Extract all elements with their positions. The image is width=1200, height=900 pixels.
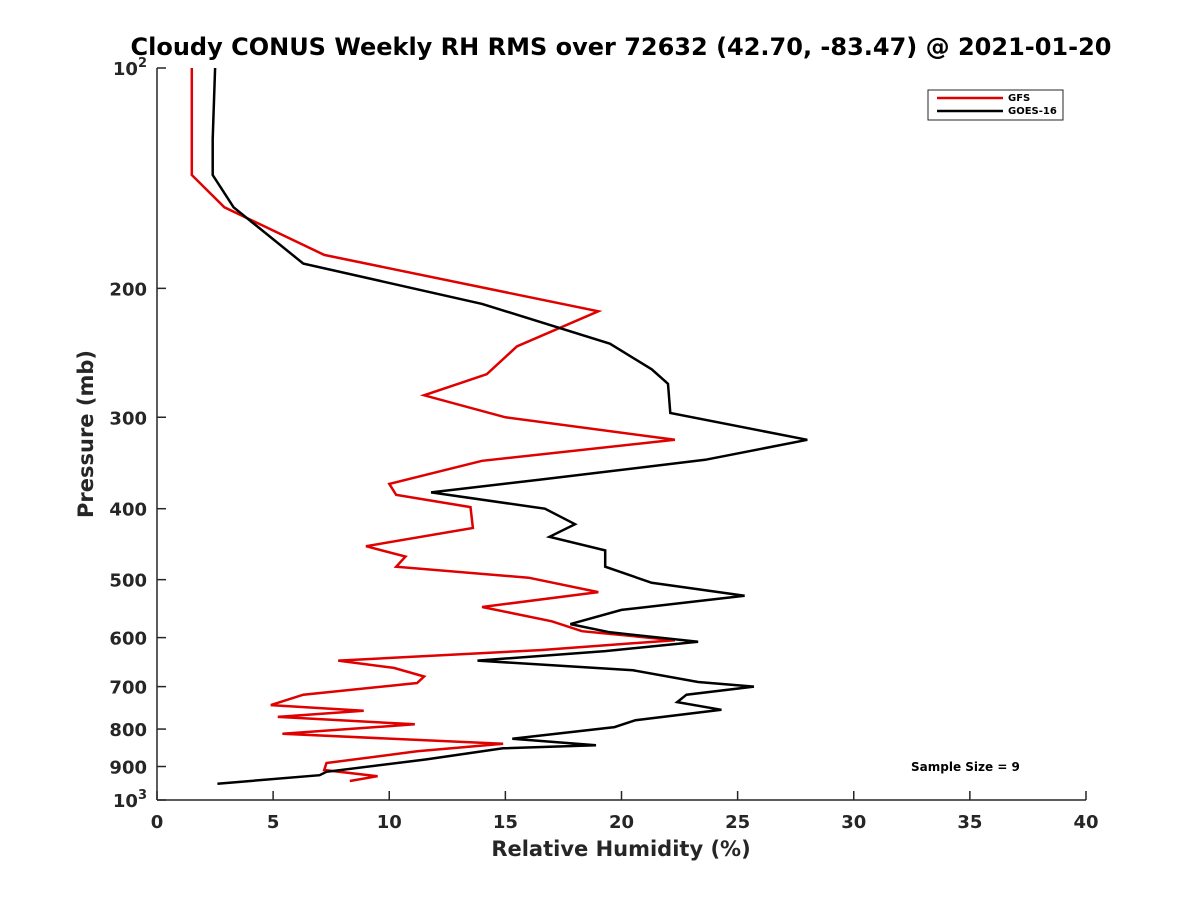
y-tick-label: 300 [109, 408, 147, 429]
legend-label-goes: GOES-16 [1008, 106, 1057, 117]
x-tick-label: 25 [725, 812, 750, 833]
legend: GFS GOES-16 [927, 89, 1064, 121]
y-tick-label: 800 [109, 720, 147, 741]
y-axis-label: Pressure (mb) [74, 350, 98, 518]
x-tick-label: 10 [377, 812, 402, 833]
axes [156, 68, 1086, 801]
series-line-goes-16 [211, 67, 808, 785]
x-tick-label: 40 [1073, 812, 1098, 833]
x-axis-label: Relative Humidity (%) [491, 837, 750, 861]
y-tick-label: 400 [109, 500, 147, 521]
y-ticks: 102 200 300 400 500 600 700 800 900 103 [109, 56, 166, 812]
series-group [190, 67, 808, 785]
y-tick-label: 600 [109, 629, 147, 650]
x-tick-label: 30 [841, 812, 866, 833]
series-line-gfs [190, 68, 676, 783]
x-tick-label: 35 [957, 812, 982, 833]
y-tick-label: 200 [109, 279, 147, 300]
x-tick-label: 5 [267, 812, 280, 833]
y-tick-label: 102 [113, 56, 147, 80]
chart-title: Cloudy CONUS Weekly RH RMS over 72632 (4… [131, 33, 1112, 61]
legend-label-gfs: GFS [1008, 93, 1030, 104]
y-tick-label: 700 [109, 678, 147, 699]
y-tick-label: 900 [109, 758, 147, 779]
x-tick-label: 15 [493, 812, 518, 833]
x-tick-label: 0 [151, 812, 164, 833]
sample-size-annotation: Sample Size = 9 [911, 760, 1020, 774]
y-tick-label: 103 [113, 788, 147, 812]
legend-box [927, 89, 1064, 121]
x-ticks: 0 5 10 15 20 25 30 35 40 [151, 791, 1099, 833]
y-tick-label: 500 [109, 571, 147, 592]
x-tick-label: 20 [609, 812, 634, 833]
